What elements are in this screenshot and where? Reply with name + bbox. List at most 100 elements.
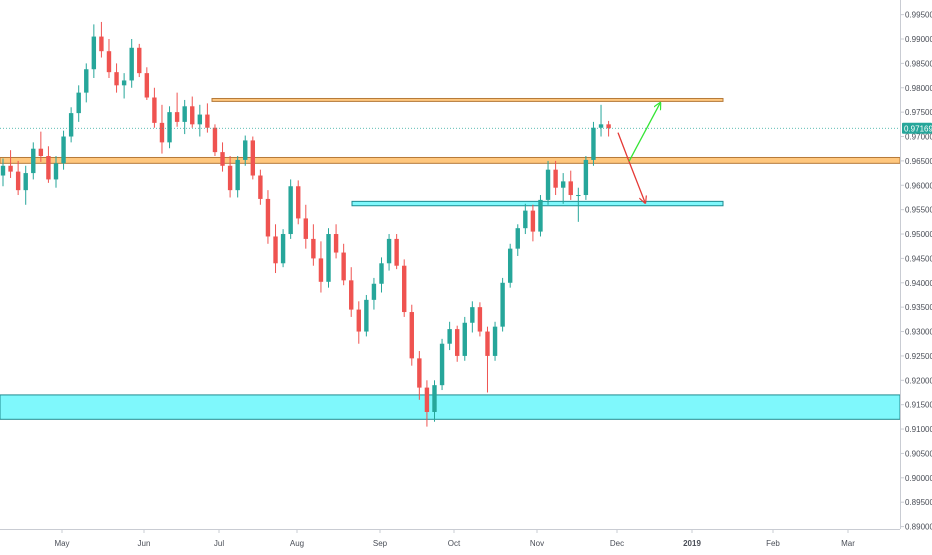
bullish-arrow[interactable]	[628, 103, 660, 162]
candle-body[interactable]	[61, 136, 66, 164]
candle-body[interactable]	[364, 299, 369, 332]
candle-body[interactable]	[265, 198, 271, 237]
candle-body[interactable]	[84, 69, 89, 93]
candle-body[interactable]	[258, 175, 263, 199]
candle-body[interactable]	[470, 307, 475, 323]
candle-body[interactable]	[598, 124, 604, 128]
candle-body[interactable]	[576, 195, 581, 197]
candle-body[interactable]	[523, 210, 528, 229]
candle-body[interactable]	[23, 173, 28, 191]
candle-body[interactable]	[174, 112, 180, 122]
candle-body[interactable]	[318, 258, 324, 282]
support-zone[interactable]	[351, 200, 724, 207]
candle-body[interactable]	[553, 169, 558, 188]
price-tick-label: 0.89500	[905, 498, 932, 507]
candle-body[interactable]	[303, 218, 308, 239]
price-tick-label: 0.94500	[905, 254, 932, 263]
candle-body[interactable]	[477, 307, 483, 332]
candle-body[interactable]	[462, 322, 467, 356]
price-tick-label: 0.90000	[905, 474, 932, 483]
candle-body[interactable]	[500, 282, 505, 327]
candle-body[interactable]	[137, 47, 142, 74]
price-axis[interactable]: 0.99500 0.99000 0.98500 0.98000 0.97500 0.970…	[900, 11, 932, 532]
candle-body[interactable]	[333, 234, 339, 253]
candle-body[interactable]	[121, 80, 127, 86]
candle-body[interactable]	[227, 165, 233, 191]
bearish-arrow[interactable]	[628, 161, 645, 202]
candle-body[interactable]	[46, 156, 51, 180]
candle-body[interactable]	[280, 234, 286, 264]
candle-body[interactable]	[538, 199, 543, 232]
candle-body[interactable]	[349, 280, 354, 310]
resistance-zone[interactable]	[211, 97, 724, 102]
candle-body[interactable]	[455, 329, 460, 356]
candle-body[interactable]	[409, 312, 414, 359]
candle-body[interactable]	[91, 36, 97, 70]
candle-body[interactable]	[205, 114, 210, 128]
price-tick-label: 0.93500	[905, 303, 932, 312]
candle-body[interactable]	[447, 329, 452, 344]
candle-body[interactable]	[386, 238, 392, 264]
candle-body[interactable]	[341, 252, 346, 281]
candle-body[interactable]	[220, 152, 225, 166]
support-zone[interactable]	[0, 394, 901, 420]
candle-body[interactable]	[31, 148, 36, 174]
candle-body[interactable]	[190, 106, 195, 125]
last-price-label: 0.97169	[904, 124, 932, 133]
candle-body[interactable]	[114, 72, 119, 86]
candle-body[interactable]	[530, 210, 536, 232]
candle-body[interactable]	[53, 163, 59, 180]
candle-body[interactable]	[15, 171, 21, 191]
time-tick-label: 2019	[683, 539, 701, 548]
candle-body[interactable]	[492, 326, 498, 356]
candle-body[interactable]	[545, 169, 551, 200]
candle-body[interactable]	[8, 165, 13, 172]
candle-body[interactable]	[288, 186, 293, 235]
candle-body[interactable]	[591, 127, 596, 160]
candle-body[interactable]	[129, 47, 134, 81]
candle-body[interactable]	[212, 127, 218, 153]
candle-body[interactable]	[144, 73, 150, 98]
time-tick-label: Mar	[841, 539, 855, 548]
candle-body[interactable]	[273, 236, 278, 264]
candle-body[interactable]	[311, 238, 316, 259]
candle-body[interactable]	[485, 331, 490, 356]
bearish-pullback-line	[617, 132, 630, 162]
candle-body[interactable]	[38, 148, 44, 157]
candle-body[interactable]	[159, 122, 165, 143]
candle-body[interactable]	[243, 140, 248, 160]
candle-body[interactable]	[68, 113, 74, 137]
time-axis[interactable]: May Jun Jul Aug Sep Oct Nov Dec 2019 Feb Mar	[54, 529, 855, 548]
candle-body[interactable]	[152, 97, 157, 123]
candle-body[interactable]	[432, 385, 437, 412]
candle-body[interactable]	[439, 343, 445, 386]
candle-body[interactable]	[568, 181, 573, 196]
price-tick-label: 0.98000	[905, 84, 932, 93]
candle-body[interactable]	[235, 159, 240, 191]
candle-body[interactable]	[99, 36, 104, 52]
candle-body[interactable]	[515, 228, 520, 249]
candle-body[interactable]	[379, 263, 384, 284]
candle-body[interactable]	[0, 165, 6, 176]
candle-body[interactable]	[560, 181, 566, 188]
candle-body[interactable]	[250, 140, 256, 176]
candle-body[interactable]	[356, 309, 361, 332]
candle-body[interactable]	[76, 92, 81, 114]
candle-body[interactable]	[417, 358, 422, 388]
candle-body[interactable]	[424, 387, 430, 412]
candle-body[interactable]	[606, 124, 611, 129]
candle-body[interactable]	[182, 106, 187, 122]
candle-body[interactable]	[394, 238, 399, 266]
candle-body[interactable]	[326, 234, 331, 282]
candle-body[interactable]	[402, 265, 407, 313]
candle-body[interactable]	[197, 114, 203, 125]
candle-body[interactable]	[583, 159, 589, 196]
candle-body[interactable]	[167, 112, 172, 143]
candle-body[interactable]	[507, 248, 513, 283]
candle-body[interactable]	[371, 283, 377, 300]
candle-body[interactable]	[296, 186, 301, 219]
resistance-zone[interactable]	[0, 156, 901, 164]
candle-body[interactable]	[106, 51, 112, 73]
